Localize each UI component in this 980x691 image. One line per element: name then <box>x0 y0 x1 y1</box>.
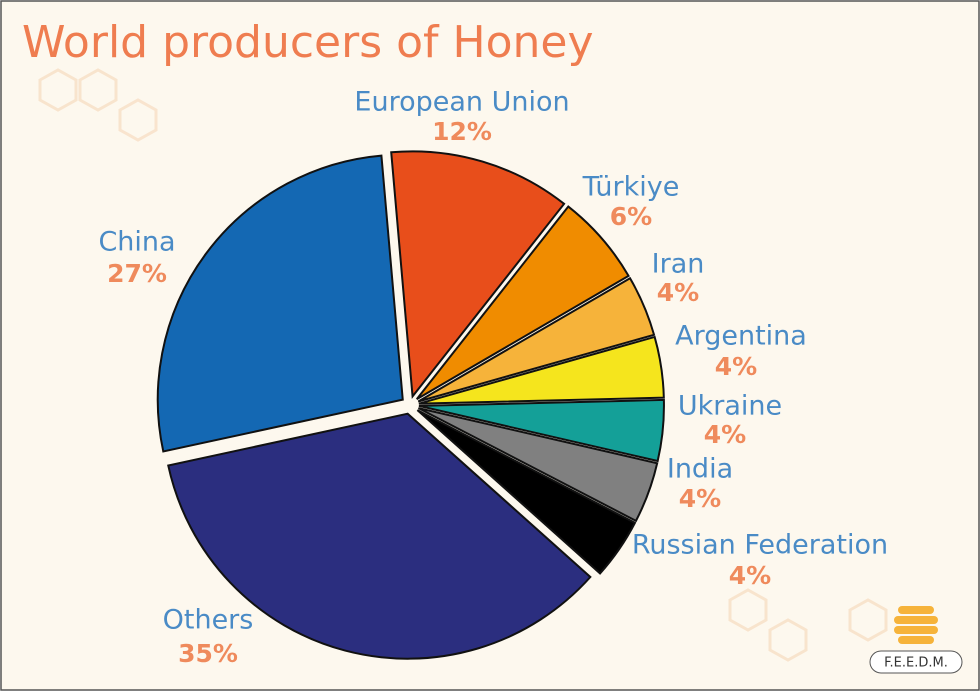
slice-label: Iran <box>652 249 705 280</box>
chart-title: World producers of Honey <box>22 17 594 68</box>
value-label: 4% <box>715 352 757 381</box>
slice-label: Argentina <box>675 321 807 352</box>
slice <box>390 150 566 399</box>
value-label: 4% <box>729 561 771 590</box>
slice <box>417 276 656 403</box>
slice <box>417 407 659 523</box>
value-label: 4% <box>704 420 746 449</box>
logo-icon <box>869 606 963 674</box>
logo-text: F.E.E.D.M. <box>884 656 948 671</box>
value-label: 4% <box>679 484 721 513</box>
slice <box>416 409 637 575</box>
value-label: 6% <box>610 202 652 231</box>
slice <box>416 205 630 400</box>
slice-label: Russian Federation <box>632 530 888 561</box>
slice-label: Ukraine <box>678 391 782 422</box>
slice-label: Türkiye <box>582 172 680 203</box>
value-label: 12% <box>432 117 492 146</box>
slice <box>418 335 665 405</box>
value-label: 27% <box>107 259 167 288</box>
slice-label: China <box>98 227 175 258</box>
slice <box>156 154 404 453</box>
slice-label: India <box>667 454 733 485</box>
slice <box>167 412 592 660</box>
slice <box>418 398 665 463</box>
decoration <box>38 68 888 662</box>
value-label: 4% <box>657 278 699 307</box>
slice-label: European Union <box>354 87 569 118</box>
slice-label: Others <box>163 605 254 636</box>
value-label: 35% <box>178 639 238 668</box>
